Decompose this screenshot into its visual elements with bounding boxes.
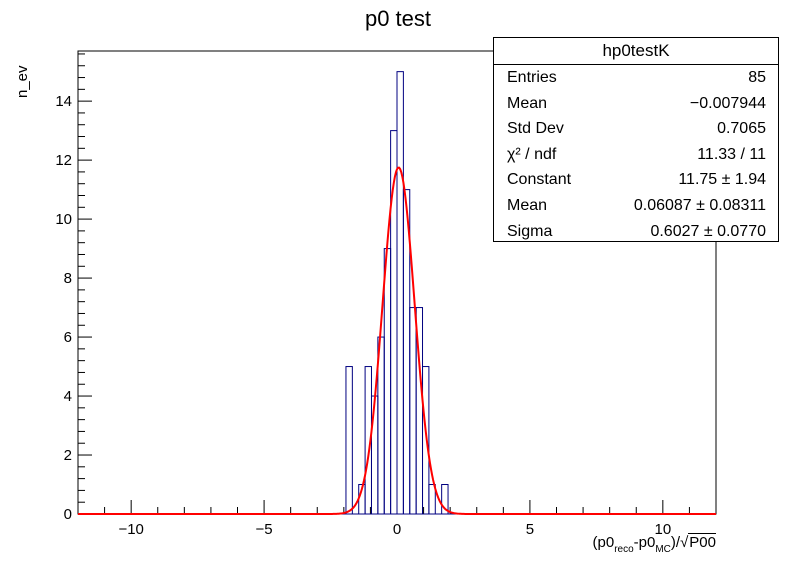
histogram-bin	[396, 71, 404, 515]
x-axis-label-sub-mc: MC	[655, 544, 671, 555]
y-tick-label: 14	[55, 93, 72, 110]
stats-row: Std Dev 0.7065	[494, 116, 778, 142]
histogram-bin	[422, 366, 430, 515]
y-tick-label: 12	[55, 152, 72, 169]
stats-box-title: hp0testK	[494, 38, 778, 65]
y-tick-label: 6	[64, 329, 72, 346]
stats-key: Mean	[507, 94, 548, 112]
histogram-bin	[409, 307, 417, 515]
stats-row: χ² / ndf 11.33 / 11	[494, 142, 778, 168]
stats-value: 85	[748, 69, 766, 86]
stats-value: 0.6027 ± 0.0770	[650, 222, 766, 240]
stats-row: Constant 11.75 ± 1.94	[494, 167, 778, 193]
stats-row: Entries 85	[494, 65, 778, 91]
x-axis-label: (p0reco-p0MC)/√P00	[592, 533, 716, 555]
x-tick-label: −10	[118, 521, 143, 538]
x-axis-label-sub-reco: reco	[614, 544, 634, 555]
x-tick-label: 0	[393, 521, 401, 538]
stats-key: Std Dev	[507, 120, 564, 138]
stats-row: Mean 0.06087 ± 0.08311	[494, 193, 778, 219]
x-tick-label: 10	[654, 521, 671, 538]
x-tick-label: −5	[256, 521, 273, 538]
stats-key: Sigma	[507, 222, 553, 240]
stats-row: Mean −0.007944	[494, 91, 778, 117]
x-axis-label-lead: (p0	[592, 534, 615, 551]
y-tick-label: 4	[64, 388, 72, 405]
stats-value: 0.06087 ± 0.08311	[633, 196, 766, 214]
stats-value: 0.7065	[717, 120, 766, 138]
stats-key: Mean	[507, 196, 548, 214]
stats-value: −0.007944	[689, 94, 766, 112]
histogram-bin	[345, 366, 353, 515]
x-tick-label: 5	[526, 521, 534, 538]
x-axis-label-mid: -p0	[633, 534, 656, 551]
x-axis-label-tail: )/	[670, 534, 681, 551]
stats-key: Entries	[507, 69, 557, 86]
y-tick-label: 2	[64, 447, 72, 464]
x-axis-label-sqrt-arg: P00	[688, 533, 716, 551]
stats-key: χ² / ndf	[507, 145, 557, 163]
y-tick-label: 10	[55, 211, 72, 228]
y-tick-label: 8	[64, 270, 72, 287]
sqrt-symbol: √	[680, 534, 689, 551]
stats-key: Constant	[507, 171, 572, 189]
y-tick-label: 0	[64, 506, 72, 523]
fit-curve	[78, 166, 716, 515]
stats-value: 11.75 ± 1.94	[678, 171, 766, 189]
stats-box: hp0testK Entries 85 Mean −0.007944 Std Dev…	[493, 37, 779, 242]
stats-value: 11.33 / 11	[697, 145, 766, 163]
chart-title: p0 test	[364, 6, 432, 31]
stats-row: Sigma 0.6027 ± 0.0770	[494, 219, 778, 245]
gaussian-fit	[78, 166, 716, 515]
histogram-bin	[383, 248, 392, 515]
